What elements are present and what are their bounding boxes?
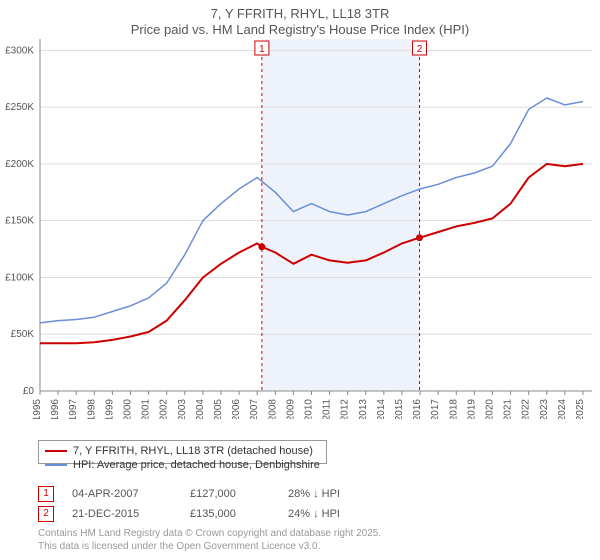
x-tick-label: 2006 bbox=[231, 398, 242, 418]
x-tick-label: 2005 bbox=[213, 398, 224, 418]
x-tick-label: 1999 bbox=[104, 398, 115, 418]
marker-flag: 2 bbox=[417, 44, 423, 55]
marker-flag: 1 bbox=[259, 44, 265, 55]
marker-date: 04-APR-2007 bbox=[72, 488, 172, 500]
x-tick-label: 2001 bbox=[141, 398, 152, 418]
chart-area: £0 £50K £100K £150K £200K £250K £300K 1995 1996 1… bbox=[0, 39, 600, 419]
x-tick-label: 2004 bbox=[195, 398, 206, 418]
x-tick-label: 2016 bbox=[412, 398, 423, 418]
x-tick-label: 2018 bbox=[448, 398, 459, 418]
footer-line-2: This data is licensed under the Open Gov… bbox=[38, 541, 381, 554]
marker-delta: 28% ↓ HPI bbox=[288, 488, 368, 500]
x-tick-label: 1996 bbox=[50, 398, 61, 418]
title-line-1: 7, Y FFRITH, RHYL, LL18 3TR bbox=[0, 6, 600, 22]
x-tick-label: 2010 bbox=[303, 398, 314, 418]
legend-label: HPI: Average price, detached house, Denb… bbox=[73, 459, 320, 471]
y-tick-label: £300K bbox=[5, 45, 34, 56]
x-tick-label: 1998 bbox=[86, 398, 97, 418]
legend-swatch bbox=[45, 464, 67, 466]
x-tick-label: 2023 bbox=[539, 398, 550, 418]
title-line-2: Price paid vs. HM Land Registry's House … bbox=[0, 22, 600, 38]
x-tick-label: 2009 bbox=[285, 398, 296, 418]
y-tick-label: £200K bbox=[5, 158, 34, 169]
x-tick-label: 2013 bbox=[358, 398, 369, 418]
y-tick-label: £50K bbox=[11, 329, 35, 340]
y-tick-label: £100K bbox=[5, 272, 34, 283]
x-tick-label: 2024 bbox=[557, 398, 568, 418]
marker-delta: 24% ↓ HPI bbox=[288, 508, 368, 520]
y-tick-label: £150K bbox=[5, 215, 34, 226]
marker-legend-row: 1 04-APR-2007 £127,000 28% ↓ HPI bbox=[38, 484, 368, 504]
x-tick-label: 2008 bbox=[267, 398, 278, 418]
legend-row: HPI: Average price, detached house, Denb… bbox=[45, 458, 320, 472]
x-tick-label: 2017 bbox=[430, 398, 441, 418]
marker-id-box: 1 bbox=[38, 486, 54, 502]
x-tick-label: 2022 bbox=[521, 398, 532, 418]
line-chart: £0 £50K £100K £150K £200K £250K £300K 1995 1996 1… bbox=[0, 39, 600, 419]
footer-line-1: Contains HM Land Registry data © Crown c… bbox=[38, 528, 381, 541]
y-tick-label: £0 bbox=[23, 386, 35, 397]
marker-id-box: 2 bbox=[38, 506, 54, 522]
x-tick-label: 2012 bbox=[340, 398, 351, 418]
marker-date: 21-DEC-2015 bbox=[72, 508, 172, 520]
legend-label: 7, Y FFRITH, RHYL, LL18 3TR (detached ho… bbox=[73, 445, 313, 457]
y-tick-label: £250K bbox=[5, 102, 34, 113]
x-tick-label: 2021 bbox=[503, 398, 514, 418]
x-tick-label: 2025 bbox=[575, 398, 586, 418]
marker-legend-row: 2 21-DEC-2015 £135,000 24% ↓ HPI bbox=[38, 504, 368, 524]
legend-row: 7, Y FFRITH, RHYL, LL18 3TR (detached ho… bbox=[45, 444, 320, 458]
marker-price: £135,000 bbox=[190, 508, 270, 520]
marker-price: £127,000 bbox=[190, 488, 270, 500]
x-tick-label: 2019 bbox=[466, 398, 477, 418]
chart-title: 7, Y FFRITH, RHYL, LL18 3TR Price paid v… bbox=[0, 0, 600, 39]
x-tick-label: 1995 bbox=[32, 398, 43, 418]
legend-swatch bbox=[45, 450, 67, 452]
x-tick-label: 2003 bbox=[177, 398, 188, 418]
footer-attribution: Contains HM Land Registry data © Crown c… bbox=[38, 528, 381, 553]
x-tick-label: 2020 bbox=[484, 398, 495, 418]
x-tick-label: 2000 bbox=[122, 398, 133, 418]
x-tick-label: 1997 bbox=[68, 398, 79, 418]
x-tick-label: 2002 bbox=[159, 398, 170, 418]
x-tick-label: 2015 bbox=[394, 398, 405, 418]
x-tick-label: 2007 bbox=[249, 398, 260, 418]
marker-legend: 1 04-APR-2007 £127,000 28% ↓ HPI 2 21-DEC-201… bbox=[38, 484, 368, 524]
legend: 7, Y FFRITH, RHYL, LL18 3TR (detached ho… bbox=[38, 440, 327, 464]
x-tick-label: 2011 bbox=[322, 398, 333, 418]
x-tick-label: 2014 bbox=[376, 398, 387, 418]
